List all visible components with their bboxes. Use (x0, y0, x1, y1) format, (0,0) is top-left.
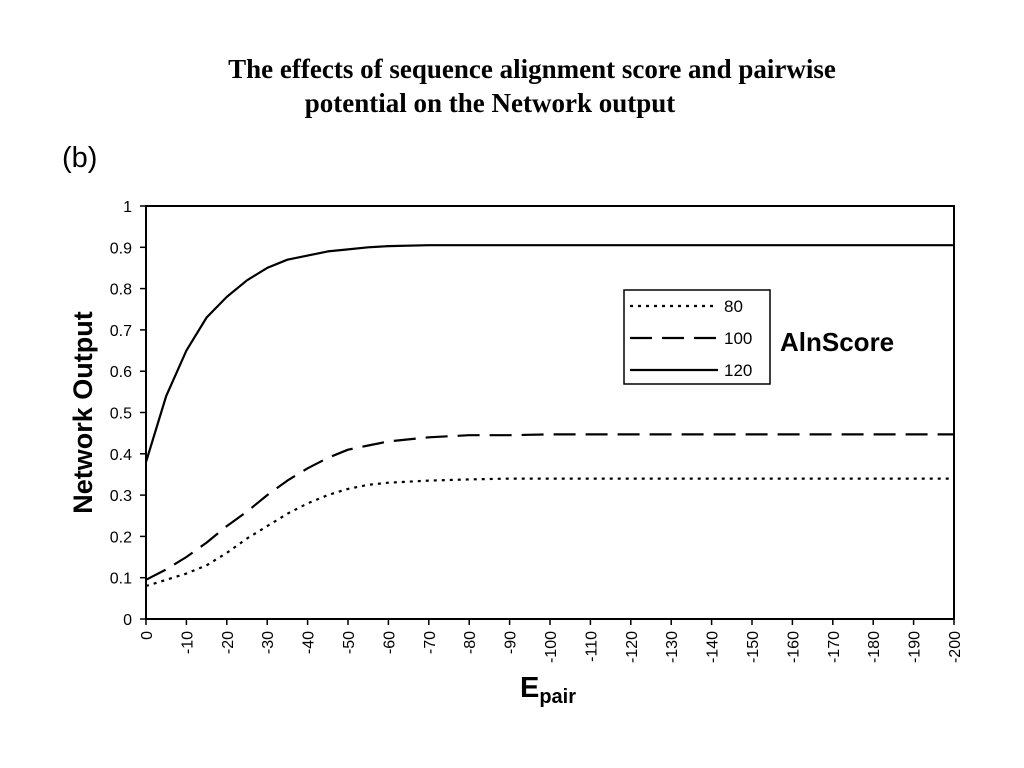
series-line-120 (144, 244, 954, 463)
x-tick-label: -200 (947, 631, 964, 663)
x-tick-label: -60 (381, 631, 398, 654)
y-tick-label: 1 (123, 199, 132, 216)
panel-label: (b) (62, 142, 98, 174)
slide-title: The effects of sequence alignment score … (0, 52, 1024, 120)
x-tick-label: -180 (866, 631, 883, 663)
x-tick-label: -100 (543, 631, 560, 663)
x-tick-label: -10 (179, 631, 196, 654)
x-tick-label: -110 (583, 631, 600, 662)
x-tick-label: -120 (624, 631, 641, 663)
series-line-100 (145, 433, 954, 581)
x-tick-label: -30 (260, 631, 277, 654)
x-tick-label: -160 (785, 631, 802, 663)
y-tick-label: 0.5 (110, 406, 132, 423)
slide-title-line-1: The effects of sequence alignment score … (228, 54, 836, 84)
y-tick-label: 0.8 (110, 282, 132, 299)
x-tick-label: 0 (139, 631, 156, 640)
y-axis-title: Network Output (68, 311, 98, 514)
y-tick-label: 0.1 (110, 571, 132, 588)
x-tick-label: -170 (826, 631, 843, 663)
x-tick-label: -50 (341, 631, 358, 654)
slide-title-line-2: potential on the Network output (304, 88, 676, 118)
legend-label-80: 80 (724, 297, 743, 316)
x-tick-label: -70 (422, 631, 439, 654)
y-tick-label: 0 (123, 612, 132, 629)
x-tick-label: -140 (705, 631, 722, 663)
y-tick-label: 0.4 (110, 447, 132, 464)
x-tick-label: -40 (301, 631, 318, 654)
legend: 80 100 120 AlnScore (623, 289, 894, 385)
x-tick-label: -130 (664, 631, 681, 663)
x-tick-label: -90 (503, 631, 520, 654)
legend-title: AlnScore (780, 327, 894, 357)
legend-label-100: 100 (724, 329, 752, 348)
legend-label-120: 120 (724, 361, 752, 380)
x-tick-label: -20 (220, 631, 237, 654)
y-tick-label: 0.6 (110, 364, 132, 381)
y-tick-label: 0.9 (110, 240, 132, 257)
x-tick-label: -150 (745, 631, 762, 663)
y-tick-label: 0.3 (110, 488, 132, 505)
x-tick-label: -80 (462, 631, 479, 654)
y-tick-label: 0.2 (110, 529, 132, 546)
x-tick-label: -190 (907, 631, 924, 663)
y-tick-label: 0.7 (110, 323, 132, 340)
x-axis-title: Epair (520, 672, 576, 708)
